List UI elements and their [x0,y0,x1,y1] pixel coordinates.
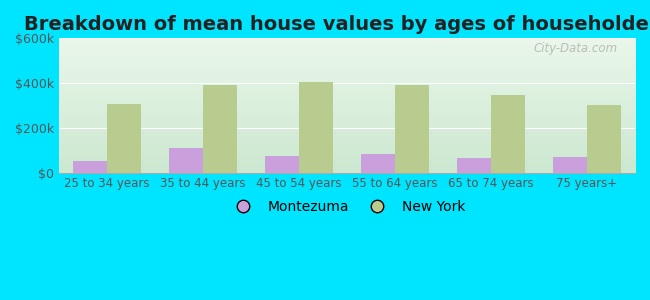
Bar [458,158,491,172]
Bar [361,154,395,172]
Bar [265,156,299,172]
Bar [553,157,587,172]
Title: Breakdown of mean house values by ages of householders: Breakdown of mean house values by ages o… [24,15,650,34]
Bar [299,82,333,172]
Text: City-Data.com: City-Data.com [534,42,618,56]
Bar [587,105,621,172]
Bar [203,85,237,172]
Bar [395,85,428,172]
Bar [73,161,107,172]
Bar [491,95,525,172]
Bar [170,148,203,172]
Bar [107,104,140,172]
Legend: Montezuma, New York: Montezuma, New York [223,194,471,219]
